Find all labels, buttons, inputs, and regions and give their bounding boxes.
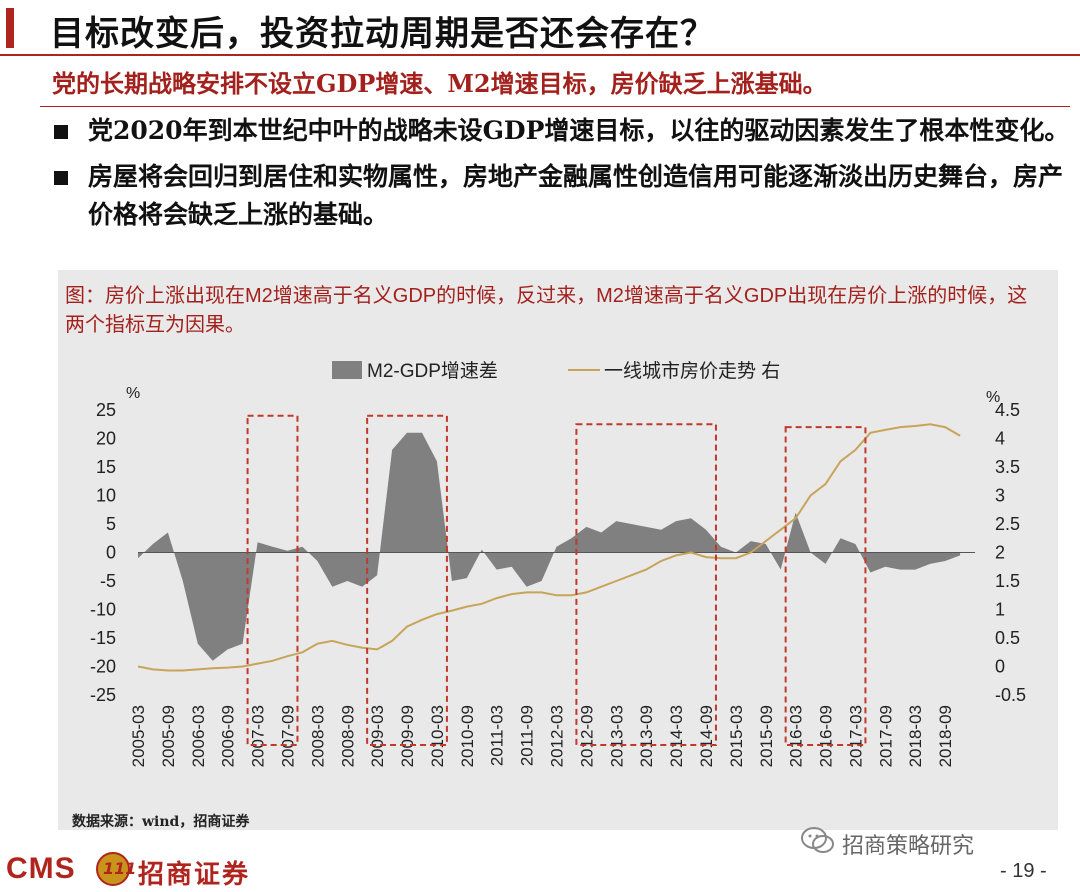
right-axis-tick-label: 2.5 <box>995 514 1020 534</box>
left-axis-unit: % <box>126 385 140 402</box>
cms-logo-mark: 111 <box>96 852 136 886</box>
bullet-item: 党2020年到本世纪中叶的战略未设GDP增速目标，以往的驱动因素发生了根本性变化… <box>50 112 1070 150</box>
logo-mark-text: 111 <box>103 859 137 878</box>
data-source: 数据来源：wind，招商证券 <box>72 814 250 830</box>
right-axis-unit: % <box>986 389 1000 406</box>
x-axis-tick-label: 2014-09 <box>697 705 716 767</box>
x-axis-tick-label: 2016-09 <box>817 705 836 767</box>
left-axis-tick-label: -15 <box>90 628 116 648</box>
company-name: 招商证券 <box>138 860 251 890</box>
x-axis-tick-label: 2005-09 <box>159 705 178 767</box>
wechat-account-label: 招商策略研究 <box>842 833 975 858</box>
legend-label-m2-gdp: M2-GDP增速差 <box>367 360 498 382</box>
x-axis-tick-label: 2013-09 <box>637 705 656 767</box>
right-axis-tick-label: 0.5 <box>995 628 1020 648</box>
highlight-box <box>366 414 448 746</box>
subtitle-divider <box>40 106 1070 107</box>
square-bullet-icon <box>54 171 68 185</box>
legend-swatch-area <box>332 361 362 379</box>
x-axis-tick-label: 2010-03 <box>428 705 447 767</box>
x-axis-tick-label: 2009-09 <box>398 705 417 767</box>
page-number: - 19 - <box>1000 860 1047 882</box>
x-axis-tick-label: 2008-09 <box>338 705 357 767</box>
title-accent-bar <box>6 8 14 48</box>
right-axis-tick-label: 3.5 <box>995 457 1020 477</box>
cms-logo-text: CMS <box>6 852 76 885</box>
left-axis-tick-label: -20 <box>90 657 116 677</box>
highlight-box <box>784 426 867 746</box>
right-axis-tick-label: 4.5 <box>995 400 1020 420</box>
x-axis-tick-label: 2006-03 <box>189 705 208 767</box>
bullet-item: 房屋将会回归到居住和实物属性，房地产金融属性创造信用可能逐渐淡出历史舞台，房产价… <box>50 158 1070 234</box>
series-line-house-price <box>137 423 961 672</box>
bullet-text: 党2020年到本世纪中叶的战略未设GDP增速目标，以往的驱动因素发生了根本性变化… <box>88 116 1070 145</box>
x-axis-tick-label: 2005-03 <box>129 705 148 767</box>
square-bullet-icon <box>54 125 68 139</box>
series-area-m2-gdp <box>138 432 961 661</box>
x-axis-tick-label: 2017-09 <box>876 705 895 767</box>
x-axis-tick-label: 2011-03 <box>488 705 507 766</box>
left-axis-tick-label: 25 <box>96 400 116 420</box>
x-axis-tick-label: 2015-03 <box>727 705 746 767</box>
bullet-text: 房屋将会回归到居住和实物属性，房地产金融属性创造信用可能逐渐淡出历史舞台，房产价… <box>88 162 1064 229</box>
highlight-box <box>246 414 299 746</box>
right-axis-tick-label: -0.5 <box>995 685 1026 705</box>
left-axis-tick-label: -25 <box>90 685 116 705</box>
slide-title: 目标改变后，投资拉动周期是否还会存在？ <box>50 14 715 54</box>
chart-caption: 图：房价上涨出现在M2增速高于名义GDP的时候，反过来，M2增速高于名义GDP出… <box>65 285 1028 336</box>
right-axis-tick-label: 2 <box>995 543 1005 563</box>
bullet-list: 党2020年到本世纪中叶的战略未设GDP增速目标，以往的驱动因素发生了根本性变化… <box>50 112 1070 242</box>
x-axis-tick-label: 2009-03 <box>368 705 387 767</box>
x-axis-tick-label: 2010-09 <box>458 705 477 767</box>
left-axis-tick-label: -5 <box>100 571 116 591</box>
x-axis-tick-label: 2006-09 <box>219 705 238 767</box>
x-axis-tick-label: 2018-03 <box>906 705 925 767</box>
highlight-box <box>575 423 717 746</box>
x-axis-tick-label: 2016-03 <box>787 705 806 767</box>
x-axis-tick-label: 2017-03 <box>846 705 865 767</box>
left-axis-tick-label: 15 <box>96 457 116 477</box>
x-axis-tick-label: 2014-03 <box>667 705 686 767</box>
left-axis-tick-label: -10 <box>90 600 116 620</box>
left-axis-tick-label: 10 <box>96 486 116 506</box>
right-axis-tick-label: 1.5 <box>995 571 1020 591</box>
right-axis-tick-label: 3 <box>995 486 1005 506</box>
x-axis-tick-label: 2008-03 <box>308 705 327 767</box>
right-axis-tick-label: 0 <box>995 657 1005 677</box>
left-axis-tick-label: 5 <box>106 514 116 534</box>
left-axis-tick-label: 0 <box>106 543 116 563</box>
x-axis-tick-label: 2007-09 <box>278 705 297 767</box>
slide-subtitle: 党的长期战略安排不设立GDP增速、M2增速目标，房价缺乏上涨基础。 <box>52 69 827 98</box>
x-axis-tick-label: 2007-03 <box>249 705 268 767</box>
x-axis-tick-label: 2012-09 <box>577 705 596 767</box>
title-bar: 目标改变后，投资拉动周期是否还会存在？ <box>0 0 1080 56</box>
x-axis-tick-label: 2011-09 <box>518 705 537 766</box>
x-axis-tick-label: 2015-09 <box>757 705 776 767</box>
left-axis-tick-label: 20 <box>96 429 116 449</box>
right-axis-tick-label: 1 <box>995 600 1005 620</box>
x-axis-tick-label: 2012-03 <box>548 705 567 767</box>
legend-label-house-price: 一线城市房价走势 右 <box>604 360 780 382</box>
x-axis-tick-label: 2018-09 <box>936 705 955 767</box>
wechat-icon <box>801 827 834 853</box>
x-axis-tick-label: 2013-03 <box>607 705 626 767</box>
right-axis-tick-label: 4 <box>995 429 1005 449</box>
